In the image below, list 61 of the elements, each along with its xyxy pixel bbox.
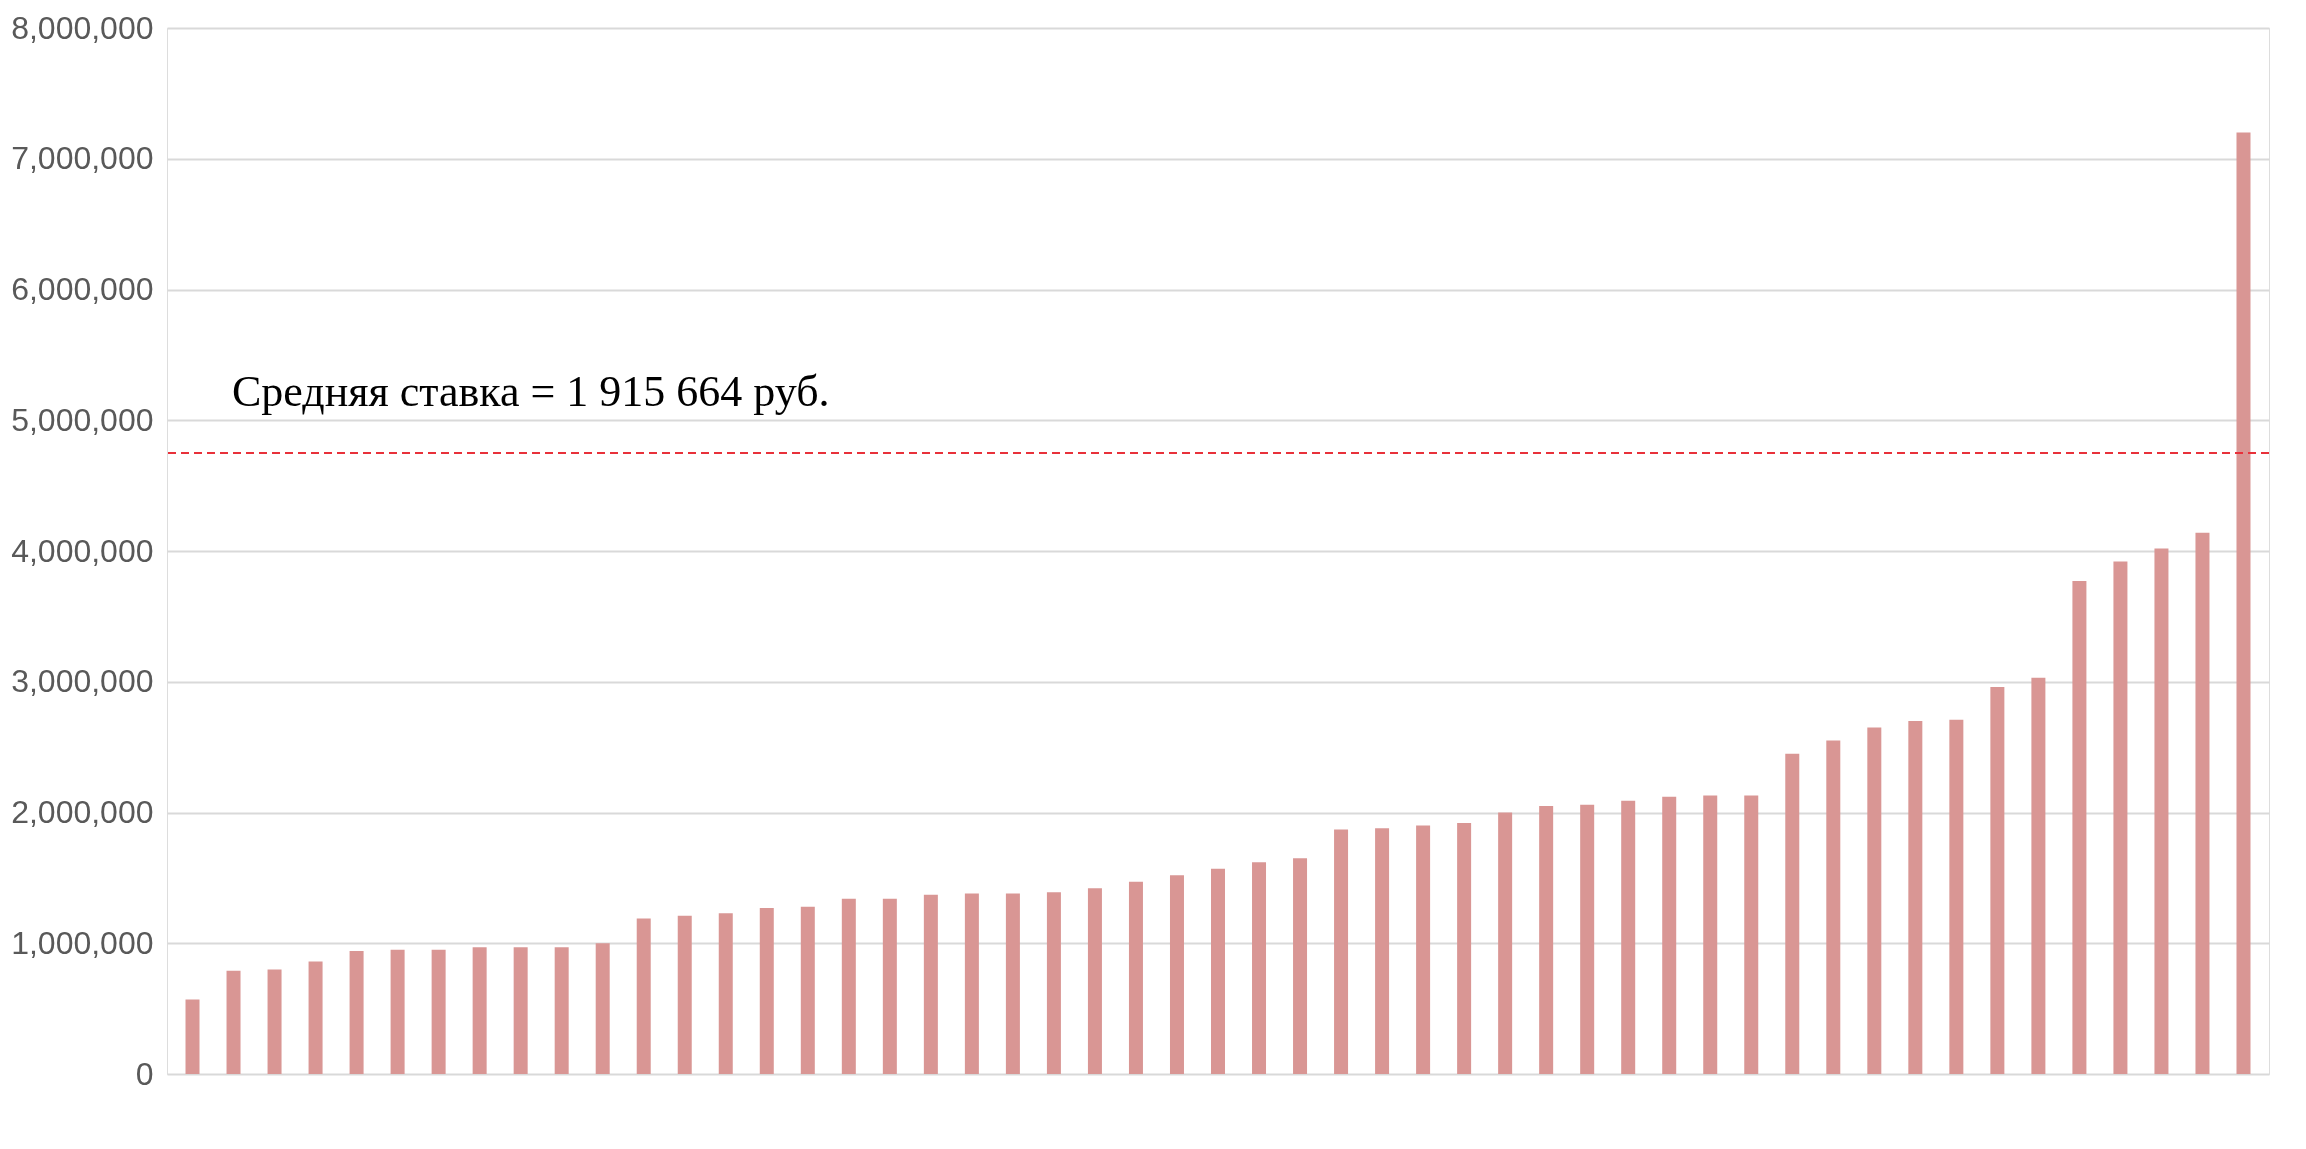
y-tick-label: 6,000,000: [11, 271, 154, 307]
bar: [1498, 812, 1513, 1074]
y-tick-label: 3,000,000: [11, 663, 154, 700]
bar: [1990, 686, 2005, 1074]
bar: [1621, 800, 1636, 1074]
y-tick-label: 5,000,000: [11, 401, 154, 438]
bar: [1662, 796, 1677, 1074]
bar: [1867, 727, 1882, 1074]
bar: [554, 947, 569, 1074]
bar: [882, 898, 897, 1074]
bar: [2072, 581, 2087, 1074]
bar: [1046, 892, 1061, 1074]
bar: [1580, 804, 1595, 1074]
bar: [2031, 677, 2046, 1074]
bar: [431, 949, 446, 1074]
bar: [1785, 753, 1800, 1074]
y-tick-label: 0: [135, 1055, 154, 1092]
bar: [226, 970, 241, 1074]
bar: [718, 913, 733, 1074]
y-tick-label: 8,000,000: [11, 9, 154, 46]
bar: [308, 961, 323, 1074]
bar: [964, 893, 979, 1074]
bar: [1703, 795, 1718, 1074]
bar: [1334, 829, 1349, 1074]
bar: [1252, 862, 1267, 1074]
bar: [513, 947, 528, 1074]
bar: [349, 951, 364, 1074]
bar: [1087, 888, 1102, 1074]
bar: [923, 894, 938, 1074]
bar: [595, 943, 610, 1074]
bar: [636, 918, 651, 1074]
bar: [759, 907, 774, 1074]
bar: [1949, 719, 1964, 1074]
annotation: Средняя ставка = 1 915 664 руб.: [232, 367, 830, 416]
bar: [2236, 132, 2251, 1074]
bar: [1826, 740, 1841, 1074]
bar: [472, 947, 487, 1074]
y-tick-label: 4,000,000: [11, 532, 154, 569]
bar: [1293, 858, 1308, 1074]
bar: [1908, 720, 1923, 1074]
bar: [1005, 893, 1020, 1074]
y-tick-label: 7,000,000: [11, 140, 154, 177]
bar: [390, 949, 405, 1074]
bar: [800, 906, 815, 1074]
y-tick-label: 2,000,000: [11, 794, 154, 830]
bar: [1539, 805, 1554, 1074]
bar: [1457, 822, 1472, 1074]
bar: [2113, 561, 2128, 1074]
bar: [841, 898, 856, 1074]
y-tick-label: 1,000,000: [11, 924, 154, 961]
bar: [1744, 795, 1759, 1074]
bar: [2154, 548, 2169, 1074]
bar: [185, 999, 200, 1074]
bar: [267, 969, 282, 1074]
bar: [677, 915, 692, 1074]
bar: [1128, 881, 1143, 1074]
bar: [1169, 875, 1184, 1074]
bar: [2195, 532, 2210, 1074]
bar: [1211, 868, 1225, 1074]
bar: [1416, 825, 1431, 1074]
bar: [1375, 828, 1390, 1074]
